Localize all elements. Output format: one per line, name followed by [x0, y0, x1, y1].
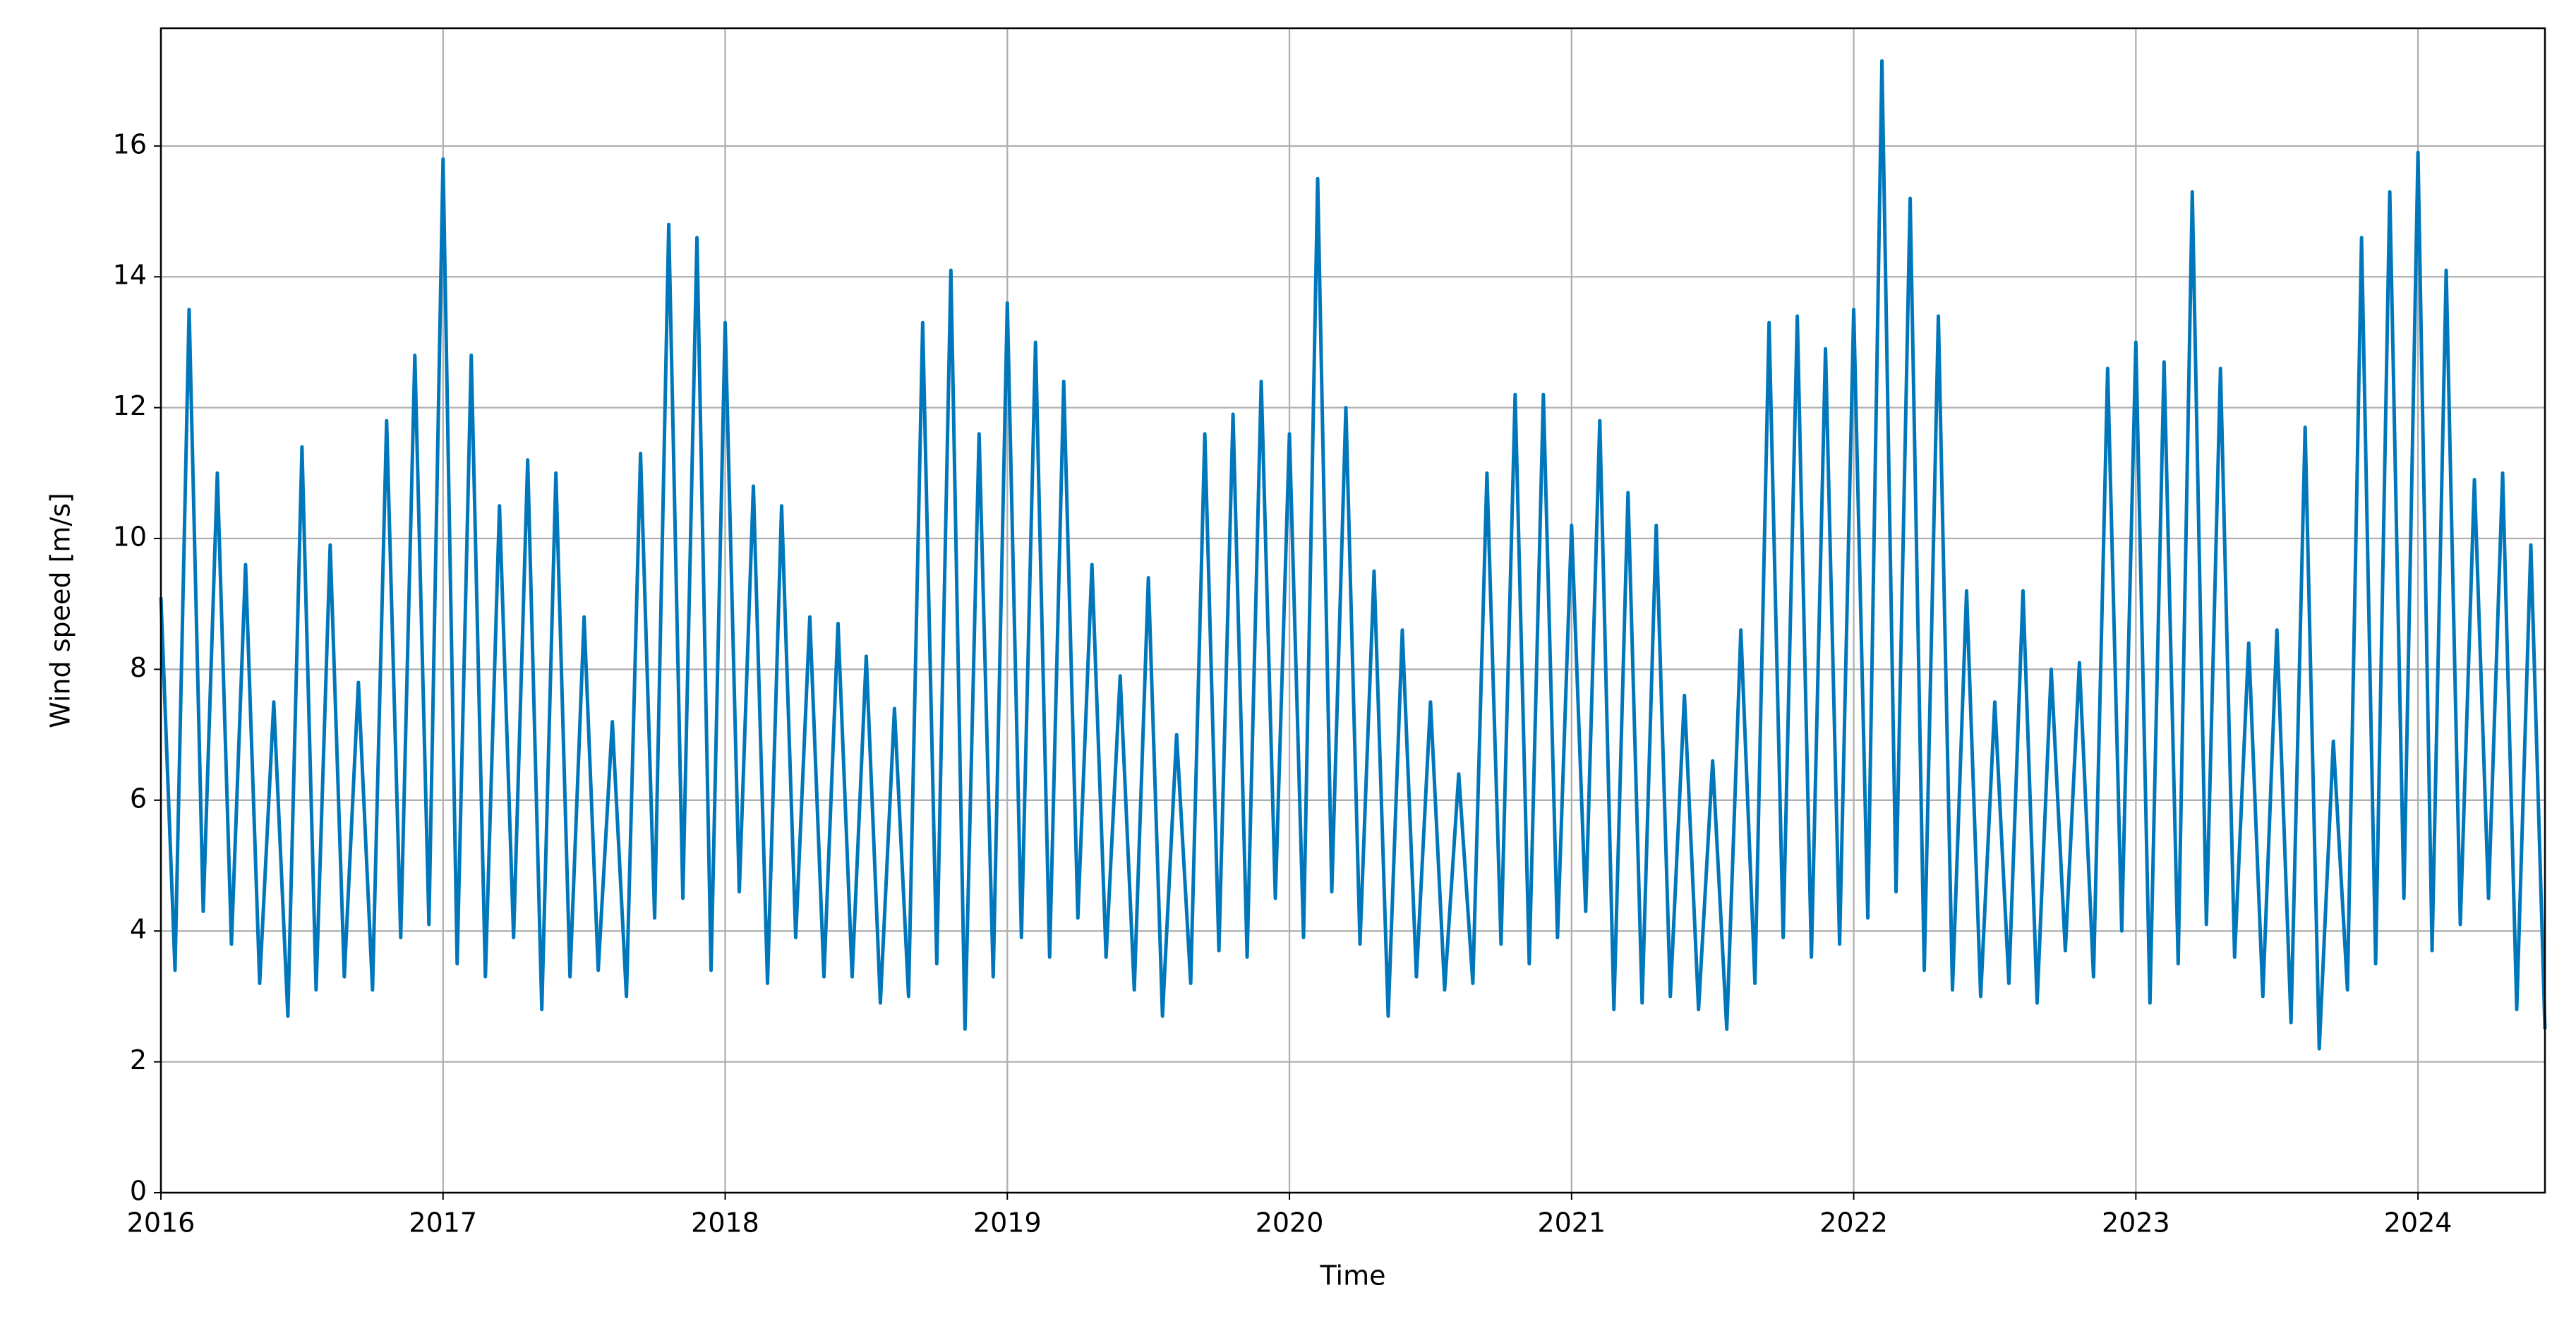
- y-tick-label: 0: [130, 1176, 147, 1207]
- y-tick-label: 8: [130, 652, 147, 683]
- x-tick-label: 2020: [1256, 1207, 1324, 1239]
- x-tick-label: 2016: [127, 1207, 195, 1239]
- x-tick-label: 2024: [2384, 1207, 2452, 1239]
- x-tick-label: 2021: [1537, 1207, 1606, 1239]
- y-tick-label: 12: [113, 390, 147, 421]
- plot-frame: [160, 27, 2546, 1194]
- y-tick-label: 16: [113, 128, 147, 159]
- x-tick-label: 2022: [1819, 1207, 1888, 1239]
- x-tick-label: 2018: [691, 1207, 759, 1239]
- y-tick-label: 14: [113, 260, 147, 291]
- x-tick-label: 2023: [2102, 1207, 2170, 1239]
- y-tick-label: 4: [130, 914, 147, 945]
- y-axis-label: Wind speed [m/s]: [45, 493, 76, 728]
- y-tick-label: 2: [130, 1044, 147, 1076]
- x-tick-label: 2019: [973, 1207, 1042, 1239]
- x-axis-label: Time: [1320, 1260, 1386, 1291]
- x-tick-label: 2017: [409, 1207, 477, 1239]
- y-tick-label: 10: [113, 522, 147, 553]
- y-tick-label: 6: [130, 783, 147, 814]
- data-line: [159, 59, 2547, 1051]
